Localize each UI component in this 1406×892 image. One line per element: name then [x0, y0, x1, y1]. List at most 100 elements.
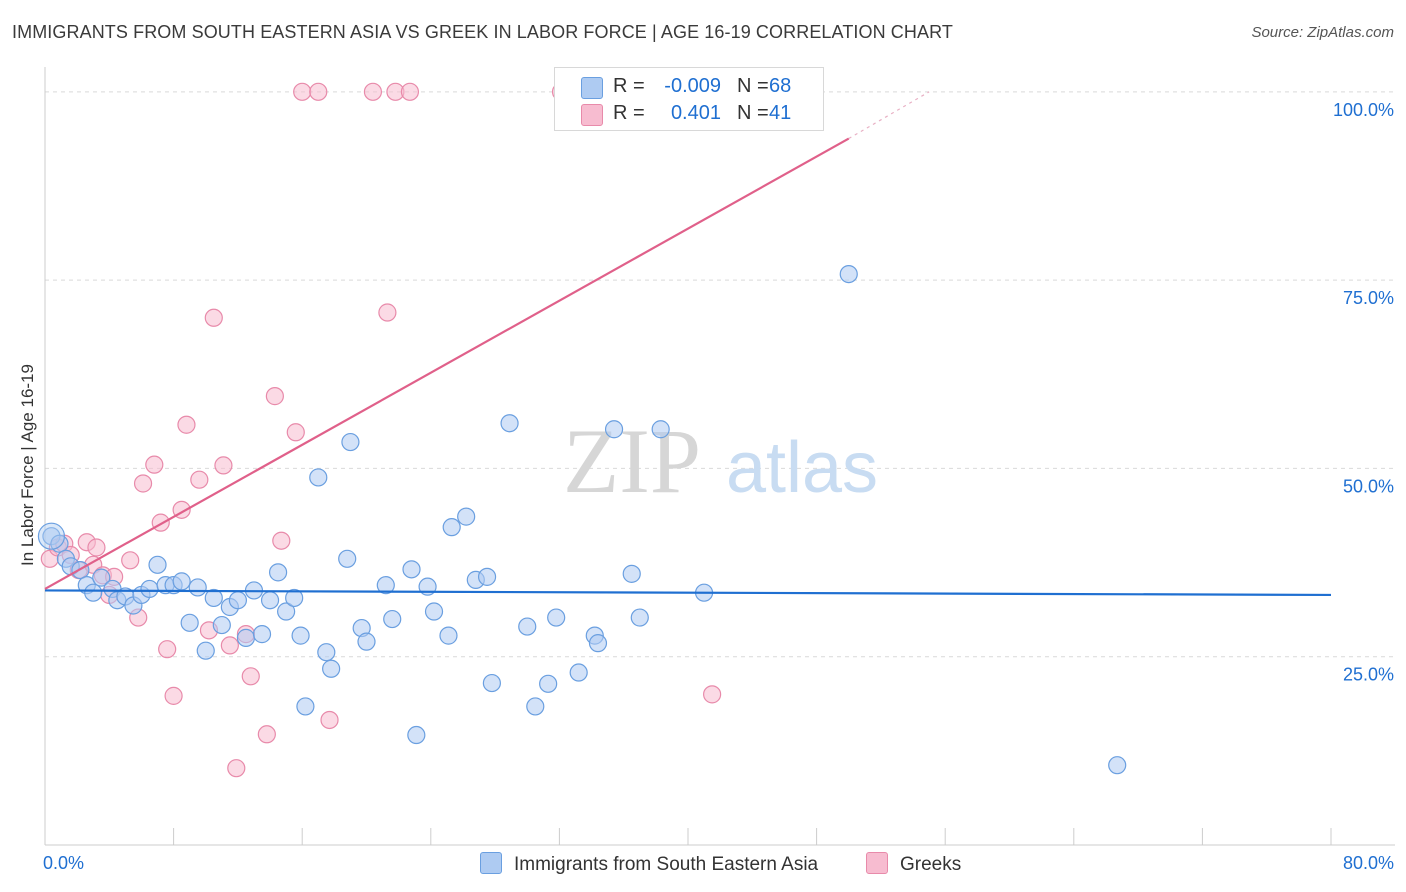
- sea-point: [338, 549, 357, 568]
- sea-point: [212, 615, 231, 635]
- sea-point: [622, 564, 641, 583]
- sea-point: [500, 414, 519, 433]
- sea-point: [260, 591, 280, 610]
- greeks-point: [227, 759, 246, 778]
- y-tick-label: 25.0%: [1343, 665, 1394, 685]
- sea-point: [477, 567, 497, 586]
- sea-point: [588, 634, 608, 653]
- greeks-point: [703, 685, 722, 704]
- sea-point: [457, 507, 476, 526]
- sea-point: [482, 673, 501, 693]
- sea-point: [439, 626, 458, 645]
- legend-swatch-blue: [480, 852, 502, 874]
- sea-point: [268, 563, 288, 582]
- x-tick-label: 80.0%: [1343, 853, 1394, 873]
- greeks-point: [87, 538, 106, 557]
- legend-label-sea: Immigrants from South Eastern Asia: [514, 854, 819, 875]
- legend-item-sea[interactable]: Immigrants from South Eastern Asia: [480, 852, 818, 876]
- sea-point: [84, 583, 103, 602]
- legend-r-label: R =: [613, 75, 645, 97]
- sea-point: [322, 659, 341, 678]
- y-tick-label: 100.0%: [1333, 100, 1394, 120]
- legend-label-greeks: Greeks: [900, 854, 962, 875]
- grid-lines: [45, 91, 1395, 658]
- legend-row-greeks: R = 0.401 N = 41: [555, 100, 823, 128]
- trend-lines: [44, 91, 1332, 597]
- greeks-trend-line: [44, 137, 850, 590]
- sea-point: [291, 626, 310, 645]
- chart-title: IMMIGRANTS FROM SOUTH EASTERN ASIA VS GR…: [12, 22, 953, 42]
- greeks-point: [190, 470, 209, 489]
- legend-row-sea: R = -0.009 N = 68: [555, 73, 823, 101]
- sea-point-cluster: [37, 522, 66, 550]
- legend-n-value: 41: [769, 102, 792, 124]
- sea-point: [357, 632, 376, 651]
- greeks-point: [164, 686, 183, 705]
- greeks-point: [145, 455, 164, 474]
- sea-point: [140, 579, 159, 599]
- greeks-point: [204, 308, 223, 327]
- sea-point: [92, 568, 111, 587]
- greeks-point: [363, 82, 383, 101]
- greeks-point: [265, 387, 284, 406]
- legend-swatch-pink: [581, 104, 603, 126]
- sea-point: [383, 609, 402, 629]
- sea-point: [839, 264, 858, 284]
- greeks-point: [378, 303, 397, 322]
- sea-point: [604, 420, 624, 439]
- sea-point: [442, 518, 461, 537]
- sea-point: [172, 572, 191, 591]
- sea-point: [341, 432, 360, 452]
- watermark: ZIP atlas: [563, 410, 878, 512]
- greeks-point: [272, 531, 291, 550]
- sea-point: [277, 602, 296, 621]
- legend-r-value: -0.009: [664, 75, 721, 97]
- sea-point: [518, 617, 537, 636]
- y-tick-label: 50.0%: [1343, 476, 1394, 496]
- legend-n-label: N =: [737, 102, 769, 124]
- sea-trend-line: [44, 589, 1332, 597]
- y-tick-label: 75.0%: [1343, 288, 1394, 308]
- legend-swatch-blue: [581, 77, 603, 99]
- correlation-legend: R = -0.009 N = 68 R = 0.401 N = 41: [554, 67, 824, 131]
- greeks-point: [220, 636, 239, 655]
- sea-point: [204, 588, 223, 608]
- greeks-point: [121, 551, 140, 570]
- greeks-point: [320, 710, 339, 730]
- legend-r-value: 0.401: [670, 102, 721, 124]
- sea-point: [651, 420, 670, 439]
- axes: [44, 67, 1395, 846]
- sea-immigrants-points: [37, 264, 1127, 775]
- y-axis-title: In Labor Force | Age 16-19: [18, 364, 37, 566]
- sea-point: [228, 591, 247, 610]
- legend-item-greeks[interactable]: Greeks: [866, 852, 961, 876]
- greeks-point: [309, 82, 328, 101]
- sea-point: [148, 555, 167, 574]
- legend-n-value: 68: [769, 75, 792, 97]
- sea-point: [252, 625, 272, 644]
- greeks-point: [241, 667, 260, 686]
- sea-point: [630, 608, 649, 627]
- sea-point: [547, 608, 566, 627]
- series-legend: Immigrants from South Eastern Asia Greek…: [0, 852, 1406, 878]
- sea-point: [309, 468, 328, 487]
- watermark-atlas: atlas: [726, 428, 878, 508]
- sea-point: [569, 663, 588, 682]
- legend-swatch-pink: [866, 852, 888, 874]
- sea-point: [188, 578, 207, 597]
- watermark-zip: ZIP: [563, 410, 701, 512]
- sea-point: [180, 613, 199, 632]
- sea-point: [196, 641, 215, 660]
- greeks-point: [177, 415, 196, 434]
- legend-n-label: N =: [737, 75, 769, 97]
- greeks-point: [158, 640, 177, 659]
- sea-point: [317, 643, 336, 662]
- greeks-trend-extension: [848, 91, 930, 140]
- greeks-point: [133, 474, 153, 493]
- sea-point: [526, 697, 545, 716]
- sea-point: [285, 588, 304, 608]
- greeks-point: [214, 456, 233, 475]
- sea-point: [376, 576, 395, 595]
- greeks-point: [257, 725, 276, 744]
